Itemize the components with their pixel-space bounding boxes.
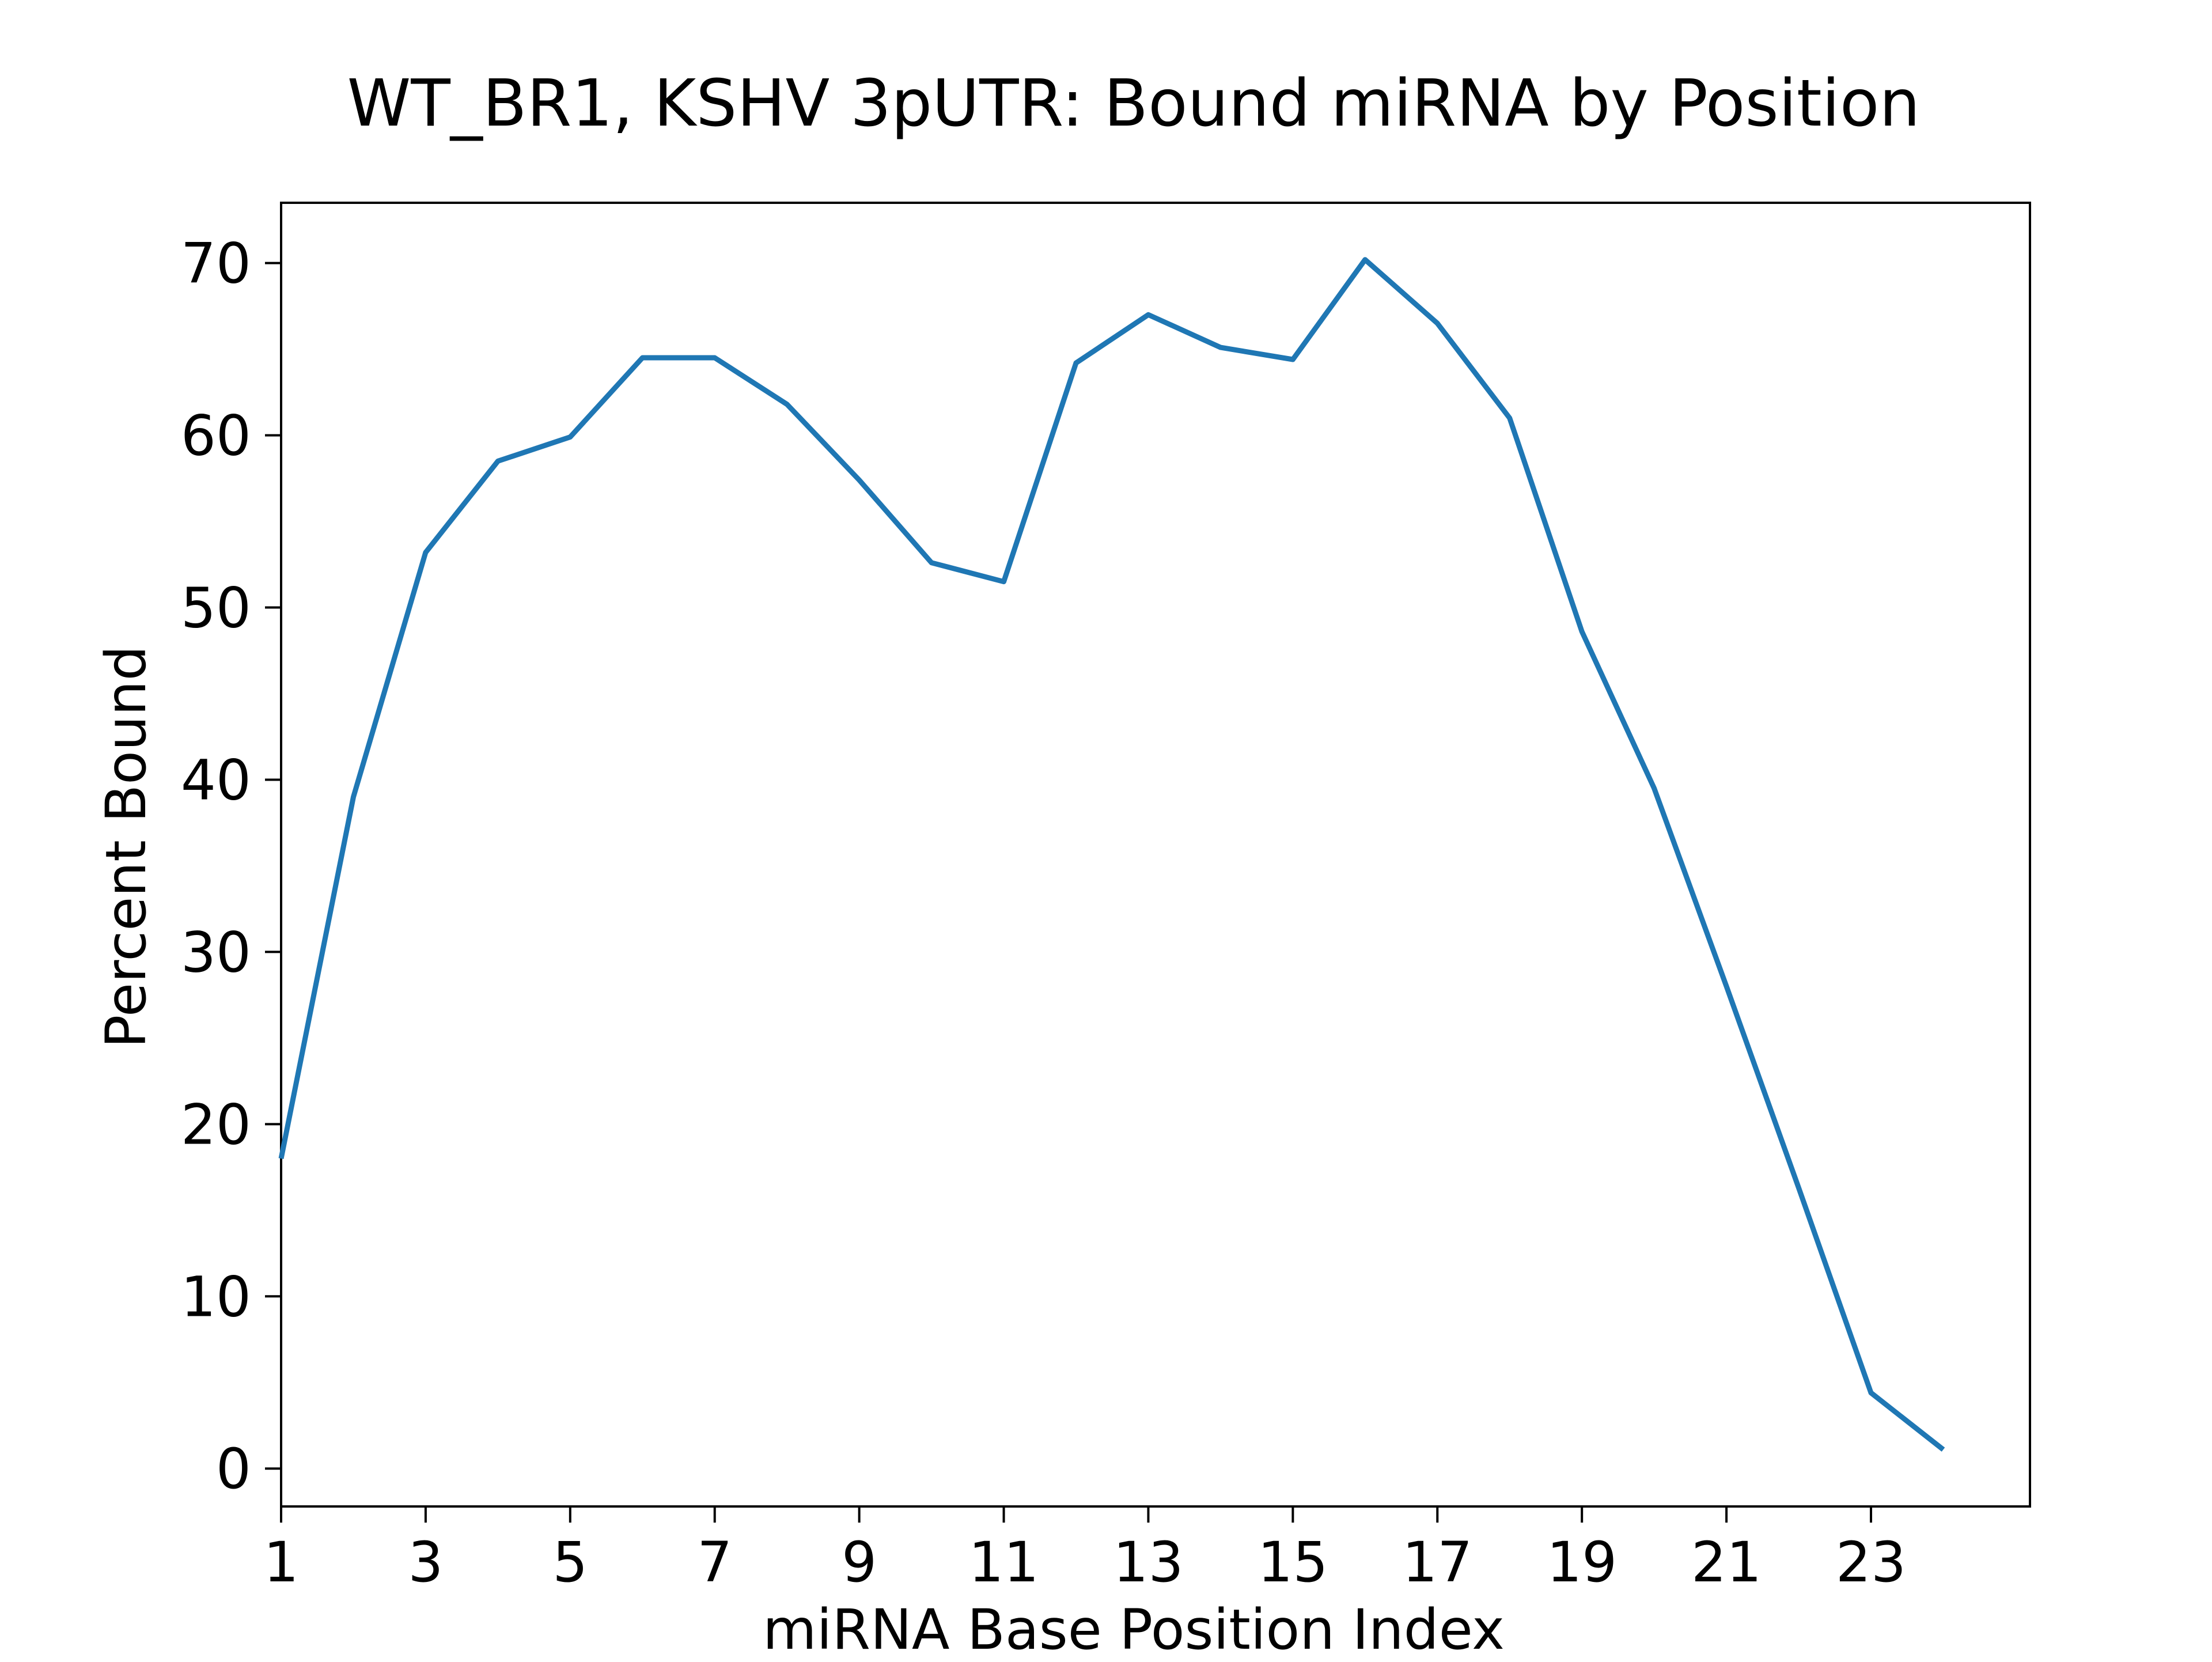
plot-area — [278, 202, 2031, 1508]
chart-title: WT_BR1, KSHV 3pUTR: Bound miRNA by Posit… — [347, 66, 1921, 141]
y-tick-label: 70 — [181, 232, 251, 296]
x-tick-label: 11 — [968, 1530, 1039, 1595]
x-tick-label: 5 — [552, 1530, 588, 1595]
x-tick-label: 7 — [697, 1530, 732, 1595]
x-tick-label: 1 — [263, 1530, 298, 1595]
y-tick-label: 10 — [181, 1265, 251, 1329]
axes-frame — [280, 202, 2031, 1508]
series-line — [278, 257, 1945, 1452]
y-tick-label: 20 — [181, 1092, 251, 1157]
x-tick-label: 19 — [1547, 1530, 1617, 1595]
x-tick-label: 3 — [408, 1530, 443, 1595]
y-tick-label: 60 — [181, 404, 251, 468]
x-tick-label: 23 — [1836, 1530, 1906, 1595]
x-tick-label: 21 — [1691, 1530, 1762, 1595]
y-tick-label: 30 — [181, 920, 251, 985]
y-tick-label: 50 — [181, 576, 251, 641]
x-tick-label: 15 — [1257, 1530, 1328, 1595]
x-tick-label: 13 — [1113, 1530, 1183, 1595]
x-axis-label: miRNA Base Position Index — [763, 1597, 1505, 1659]
x-tick-label: 17 — [1402, 1530, 1472, 1595]
y-tick-label: 0 — [216, 1437, 251, 1501]
y-tick-label: 40 — [181, 748, 251, 812]
x-tick-label: 9 — [842, 1530, 877, 1595]
y-axis-label: Percent Bound — [94, 646, 158, 1048]
